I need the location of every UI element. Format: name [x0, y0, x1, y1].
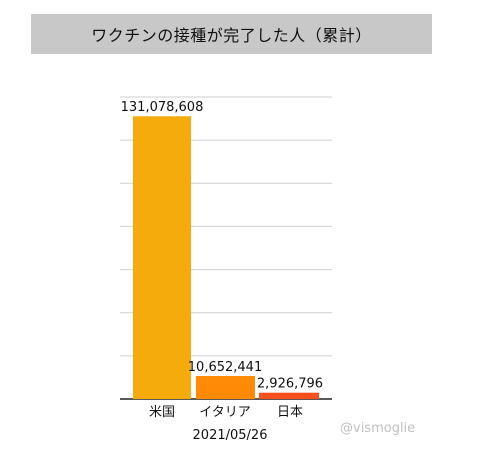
data-label-0: 131,078,608: [121, 100, 204, 115]
chart-title: ワクチンの接種が完了した人（累計）: [91, 26, 372, 45]
bar-0: [133, 116, 191, 399]
data-label-2: 2,926,796: [257, 377, 323, 392]
bar-1: [196, 376, 255, 399]
category-label-1: イタリア: [199, 405, 250, 420]
bar-2: [259, 392, 319, 399]
chart-title-banner: ワクチンの接種が完了した人（累計）: [31, 14, 432, 54]
category-label-0: 米国: [149, 405, 175, 420]
x-axis-caption: 2021/05/26: [192, 428, 268, 443]
category-label-2: 日本: [277, 405, 303, 420]
watermark: @vismoglie: [340, 421, 416, 436]
data-label-1: 10,652,441: [188, 360, 262, 375]
